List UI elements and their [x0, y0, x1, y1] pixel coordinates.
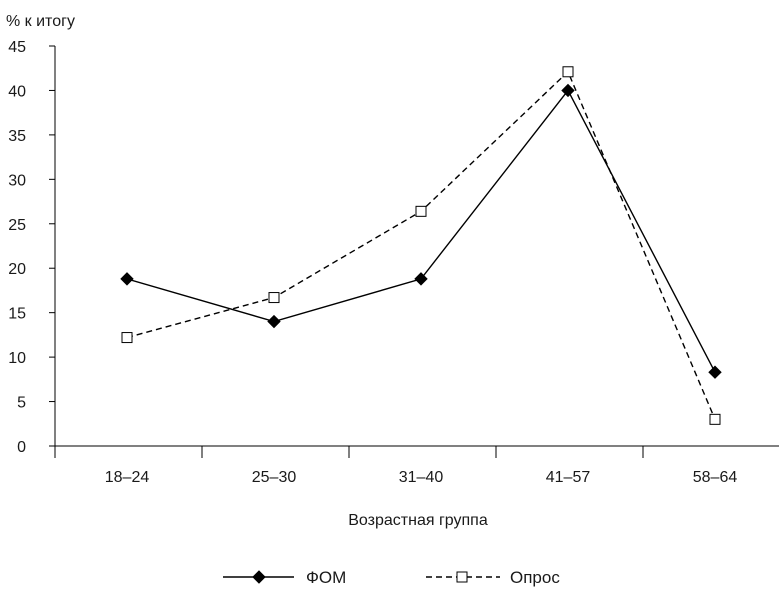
y-axis-title: % к итогу [6, 13, 75, 30]
y-tick-label: 15 [8, 306, 26, 323]
x-tick-label: 25–30 [252, 469, 297, 486]
data-point [267, 314, 281, 329]
y-tick-label: 25 [8, 217, 26, 234]
legend-label-fom: ФОМ [306, 568, 346, 587]
x-tick-label: 31–40 [399, 469, 444, 486]
series-fom [120, 83, 722, 379]
series-opros [121, 66, 721, 425]
y-tick-label: 0 [17, 439, 26, 456]
data-point [708, 365, 722, 379]
y-tick-label: 30 [8, 172, 26, 189]
x-tick-label: 41–57 [546, 469, 591, 486]
data-point [561, 83, 575, 98]
series-line [126, 70, 716, 420]
data-point [562, 66, 574, 78]
y-tick-label: 35 [8, 128, 26, 145]
x-tick-label: 58–64 [693, 469, 738, 486]
x-tick-label: 18–24 [105, 469, 150, 486]
legend-marker-opros [456, 571, 468, 583]
legend-label-opros: Опрос [510, 568, 560, 587]
data-point [415, 205, 427, 217]
y-tick-label: 5 [17, 395, 26, 412]
y-axis: 0 5 10 15 20 25 30 35 40 45 [8, 39, 56, 456]
series-line [126, 89, 716, 373]
data-point [121, 332, 133, 344]
y-tick-label: 10 [8, 350, 26, 367]
x-axis: 18–24 25–30 31–40 41–57 58–64 [54, 445, 779, 486]
series-layer [120, 66, 722, 425]
y-tick-label: 20 [8, 261, 26, 278]
data-point [709, 413, 721, 425]
legend-marker-fom [252, 570, 266, 584]
y-tick-label: 40 [8, 83, 26, 100]
data-point [268, 292, 280, 304]
x-axis-title: Возрастная группа [348, 512, 488, 529]
legend: ФОМ Опрос [223, 568, 560, 587]
data-point [414, 272, 428, 286]
y-tick-label: 45 [8, 39, 26, 56]
data-point [120, 272, 134, 286]
